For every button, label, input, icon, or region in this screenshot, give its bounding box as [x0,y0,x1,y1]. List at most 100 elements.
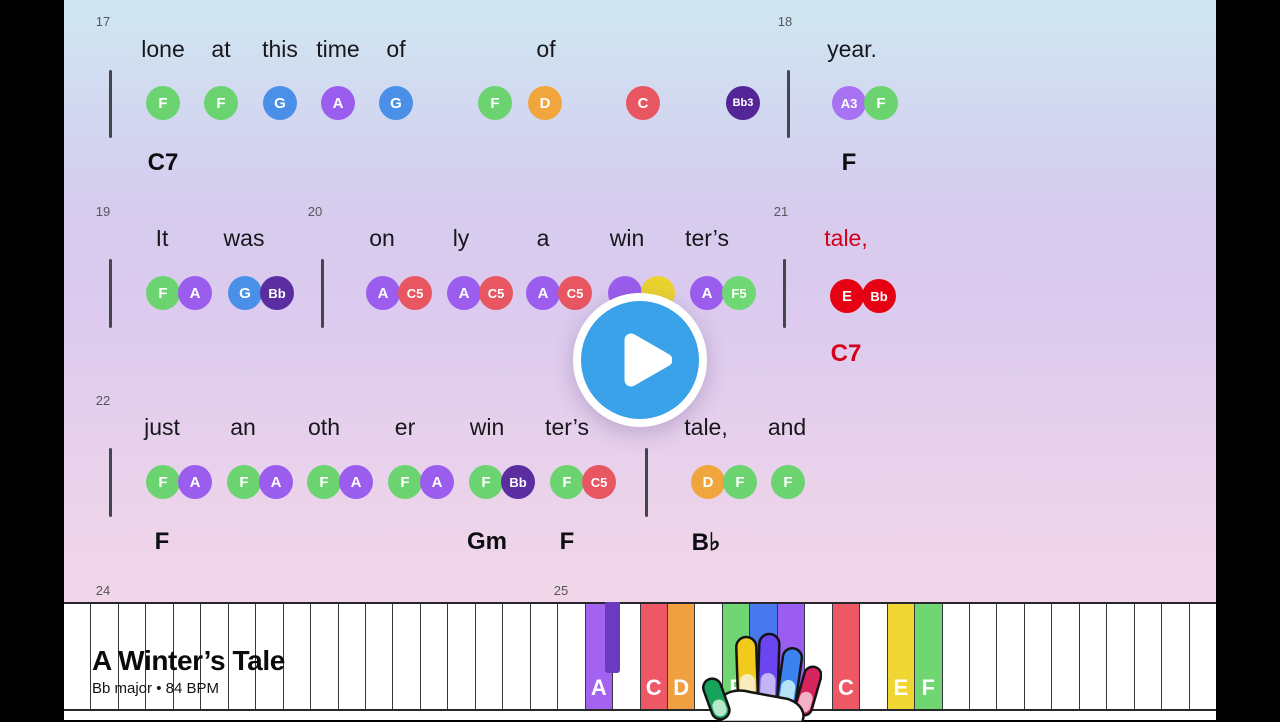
note-bubble: C5 [558,276,592,310]
note-bubble: A [259,465,293,499]
piano-key [530,604,557,709]
piano-key [1134,604,1161,709]
piano-key [365,604,392,709]
lyric-word: er [395,414,415,441]
bottom-strip [64,711,1216,720]
note-bubble: D [528,86,562,120]
piano-key [1051,604,1078,709]
piano-key-e: E [887,604,914,709]
hand-illustration [690,628,822,722]
note-bubble: A [178,276,212,310]
note-bubble: F [478,86,512,120]
note-bubble: F [469,465,503,499]
chord-label: B♭ [692,528,721,557]
key-label: C [833,675,859,701]
lyric-word: time [316,36,359,63]
piano-key [557,604,584,709]
note-bubble: A [321,86,355,120]
key-label: F [915,675,941,701]
lyric-word: a [537,225,550,252]
barline [109,448,112,517]
lyric-word: year. [827,36,877,63]
falling-note [605,602,620,673]
note-bubble: Bb3 [726,86,760,120]
piano-key [420,604,447,709]
key-label: A [586,675,612,701]
lyric-word: win [470,414,505,441]
lyric-word: of [386,36,405,63]
piano-key-c: C [832,604,859,709]
note-bubble: F [771,465,805,499]
title-block: A Winter’s Tale Bb major • 84 BPM [92,646,285,697]
measure-number: 17 [96,14,110,29]
lyric-word: was [224,225,265,252]
lyric-word: oth [308,414,340,441]
note-bubble: F [204,86,238,120]
chord-label: F [155,528,170,556]
note-bubble: A [178,465,212,499]
piano-key [1161,604,1188,709]
lyric-word: ter’s [545,414,589,441]
note-bubble: A [447,276,481,310]
black-bar-left [0,0,64,720]
note-bubble: Bb [501,465,535,499]
piano-key [310,604,337,709]
piano-key [64,604,90,709]
lyric-word: ter’s [685,225,729,252]
lyric-word: tale, [824,225,867,252]
barline [109,259,112,328]
measure-number: 21 [774,204,788,219]
note-bubble: F [146,86,180,120]
barline [321,259,324,328]
note-bubble: A3 [832,86,866,120]
note-bubble: F [227,465,261,499]
note-bubble: G [228,276,262,310]
play-icon [608,328,672,392]
keyboard-measure-number: 24 [96,583,110,598]
piano-key [859,604,886,709]
lyric-word: lone [141,36,184,63]
key-label: C [641,675,667,701]
lyric-word: this [262,36,298,63]
piano-key [1079,604,1106,709]
measure-number: 20 [308,204,322,219]
key-label: E [888,675,914,701]
barline [109,70,112,138]
chord-label: F [842,149,857,177]
lyric-word: just [144,414,180,441]
song-title: A Winter’s Tale [92,646,285,677]
piano-key [1189,604,1216,709]
note-bubble: D [691,465,725,499]
note-bubble: A [420,465,454,499]
barline [645,448,648,517]
barline [783,259,786,328]
lyric-word: on [369,225,395,252]
chord-label: F [560,528,575,556]
keyboard-measure-number: 25 [554,583,568,598]
note-bubble: F [723,465,757,499]
note-bubble: F [146,276,180,310]
lyric-word: It [156,225,169,252]
note-bubble: A [690,276,724,310]
barline [787,70,790,138]
piano-key [447,604,474,709]
note-bubble: F5 [722,276,756,310]
note-bubble: F [146,465,180,499]
lyric-word: win [610,225,645,252]
note-bubble: C5 [398,276,432,310]
chord-label: C7 [148,149,179,177]
lyric-word: at [211,36,230,63]
play-button-circle [581,301,699,419]
note-bubble: Bb [260,276,294,310]
play-button[interactable] [573,293,707,427]
piano-key [1024,604,1051,709]
chord-label: Gm [467,528,507,556]
piano-key [1106,604,1133,709]
lyric-word: tale, [684,414,727,441]
lyric-word: and [768,414,806,441]
piano-key [338,604,365,709]
lyric-word: an [230,414,256,441]
lyric-word: ly [453,225,470,252]
note-bubble: G [379,86,413,120]
note-bubble: E [830,279,864,313]
